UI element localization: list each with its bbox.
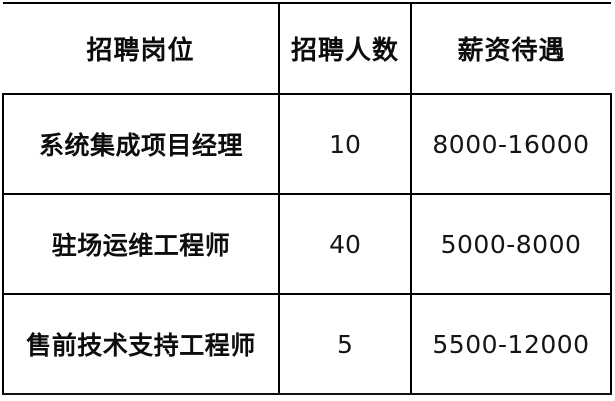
header-row: 招聘岗位 招聘人数 薪资待遇	[3, 2, 611, 95]
cell-position: 驻场运维工程师	[2, 193, 280, 295]
column-header-salary: 薪资待遇	[410, 2, 611, 95]
cell-salary: 5000-8000	[410, 193, 612, 295]
cell-salary: 8000-16000	[410, 93, 612, 195]
cell-count: 10	[278, 93, 412, 195]
cell-position: 系统集成项目经理	[2, 93, 280, 195]
table-header: 招聘岗位 招聘人数 薪资待遇	[3, 2, 611, 95]
table-row: 驻场运维工程师 40 5000-8000	[2, 193, 612, 295]
cell-count: 40	[278, 193, 412, 295]
column-header-count: 招聘人数	[278, 2, 412, 95]
cell-position: 售前技术支持工程师	[2, 293, 280, 395]
column-header-position: 招聘岗位	[3, 2, 280, 95]
recruitment-table-container: 招聘岗位 招聘人数 薪资待遇 系统集成项目经理 10 8000-16000 驻场…	[2, 2, 612, 395]
cell-salary: 5500-12000	[410, 293, 612, 395]
recruitment-table: 招聘岗位 招聘人数 薪资待遇 系统集成项目经理 10 8000-16000 驻场…	[2, 2, 612, 395]
table-body: 系统集成项目经理 10 8000-16000 驻场运维工程师 40 5000-8…	[2, 93, 612, 395]
table-row: 售前技术支持工程师 5 5500-12000	[2, 293, 612, 395]
table-row: 系统集成项目经理 10 8000-16000	[2, 93, 612, 195]
cell-count: 5	[278, 293, 412, 395]
